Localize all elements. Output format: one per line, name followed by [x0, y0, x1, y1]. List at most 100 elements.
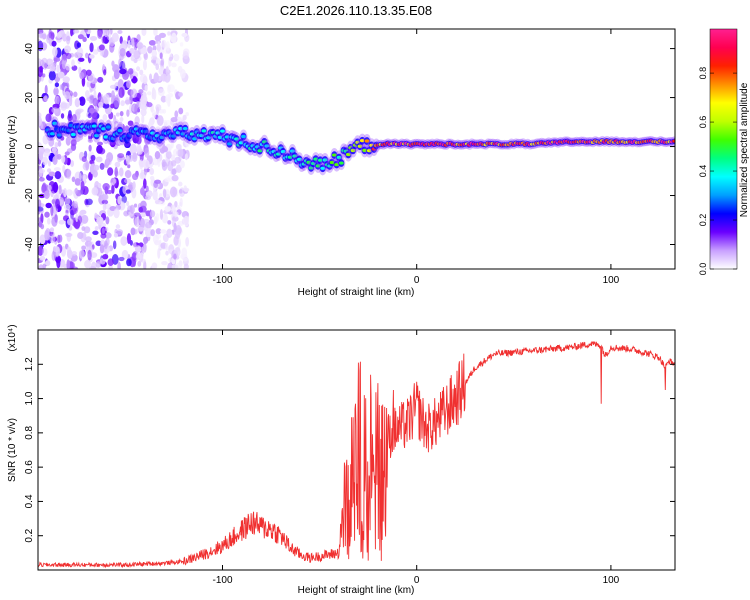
noise-speckle: [83, 226, 91, 234]
noise-speckle: [88, 144, 92, 152]
y-tick-label: 20: [24, 92, 35, 104]
signal-core: [147, 136, 153, 140]
noise-speckle: [66, 218, 74, 226]
noise-speckle: [101, 36, 106, 44]
noise-speckle: [171, 168, 177, 175]
noise-speckle: [149, 167, 155, 176]
noise-speckle: [64, 91, 71, 100]
noise-speckle: [51, 146, 57, 154]
noise-speckle: [56, 64, 60, 73]
signal-core: [357, 144, 363, 148]
noise-speckle: [81, 156, 87, 163]
signal-core: [308, 166, 314, 170]
noise-speckle: [139, 159, 144, 170]
noise-speckle: [143, 178, 147, 189]
noise-speckle: [109, 84, 117, 89]
noise-speckle: [103, 69, 107, 76]
noise-speckle: [90, 132, 95, 139]
noise-speckle: [74, 98, 81, 108]
noise-speckle: [157, 158, 161, 168]
noise-speckle: [153, 29, 158, 36]
spectrogram-panel: -100 0 100 -40 -20 0 20 40 Height of straight l…: [7, 28, 676, 298]
noise-speckle: [158, 201, 166, 206]
noise-speckle: [161, 161, 168, 171]
noise-speckle: [106, 189, 113, 195]
noise-speckle: [98, 44, 105, 51]
noise-speckle: [136, 66, 141, 72]
noise-speckle: [120, 100, 125, 107]
signal-core: [297, 157, 302, 161]
noise-speckle: [115, 112, 120, 117]
noise-speckle: [94, 213, 100, 220]
noise-speckle: [89, 265, 97, 269]
signal-core: [66, 128, 72, 133]
noise-speckle: [140, 212, 146, 218]
noise-speckle: [77, 34, 84, 40]
x-tick-label: -100: [212, 575, 232, 586]
signal-core: [101, 127, 107, 131]
noise-speckle: [56, 32, 62, 39]
noise-speckle: [54, 95, 60, 106]
noise-speckle: [39, 32, 44, 39]
noise-speckle: [96, 216, 104, 225]
noise-speckle: [156, 115, 164, 127]
noise-speckle: [140, 187, 145, 196]
noise-speckle: [165, 150, 172, 160]
noise-speckle: [73, 91, 78, 98]
noise-speckle: [93, 164, 100, 171]
noise-speckle: [127, 164, 131, 169]
noise-speckle: [155, 58, 161, 65]
noise-speckle: [58, 184, 62, 195]
noise-speckle: [179, 189, 183, 194]
noise-speckle: [151, 55, 158, 61]
colorbar-tick-label: 0.0: [698, 263, 708, 276]
noise-speckle: [143, 167, 148, 176]
noise-speckle: [105, 216, 110, 225]
noise-speckle: [184, 153, 188, 161]
noise-speckle: [82, 36, 87, 43]
noise-speckle: [94, 226, 99, 231]
signal-core: [206, 136, 211, 140]
noise-speckle: [161, 146, 169, 153]
noise-speckle: [127, 40, 131, 49]
noise-speckle: [104, 232, 112, 239]
noise-speckle: [88, 107, 95, 114]
signal-core: [143, 129, 148, 133]
noise-speckle: [140, 169, 144, 178]
signal-core: [366, 149, 372, 153]
noise-speckle: [167, 84, 171, 94]
snr-panel: -100 0 100 0.2 0.4 0.6 0.8 1.0 1.2 (x10⁴) Height…: [7, 324, 676, 596]
signal-core: [338, 161, 344, 165]
noise-speckle: [126, 258, 132, 267]
signal-core: [313, 157, 319, 161]
noise-speckle: [79, 72, 85, 80]
signal-core: [56, 133, 62, 137]
noise-speckle: [164, 177, 171, 183]
signal-core: [320, 166, 326, 170]
noise-speckle: [59, 84, 64, 91]
noise-speckle: [51, 107, 59, 114]
signal-core: [276, 152, 281, 156]
signal-core: [189, 132, 195, 136]
noise-speckle: [53, 87, 59, 96]
signal-core: [306, 160, 312, 164]
noise-speckle: [62, 76, 70, 83]
noise-speckle: [117, 29, 123, 35]
noise-speckle: [138, 89, 144, 94]
noise-speckle: [97, 76, 104, 83]
noise-speckle: [134, 103, 139, 115]
noise-speckle: [46, 217, 51, 225]
noise-speckle: [133, 58, 138, 64]
signal-core: [672, 139, 675, 143]
noise-speckle: [115, 138, 120, 144]
signal-core: [315, 164, 321, 168]
noise-speckle: [175, 143, 182, 150]
noise-speckle: [163, 119, 168, 125]
noise-speckle: [167, 220, 172, 225]
noise-speckle: [173, 253, 177, 260]
noise-speckle: [174, 211, 179, 218]
noise-speckle: [42, 73, 46, 78]
noise-speckle: [148, 120, 154, 129]
noise-speckle: [182, 257, 189, 262]
